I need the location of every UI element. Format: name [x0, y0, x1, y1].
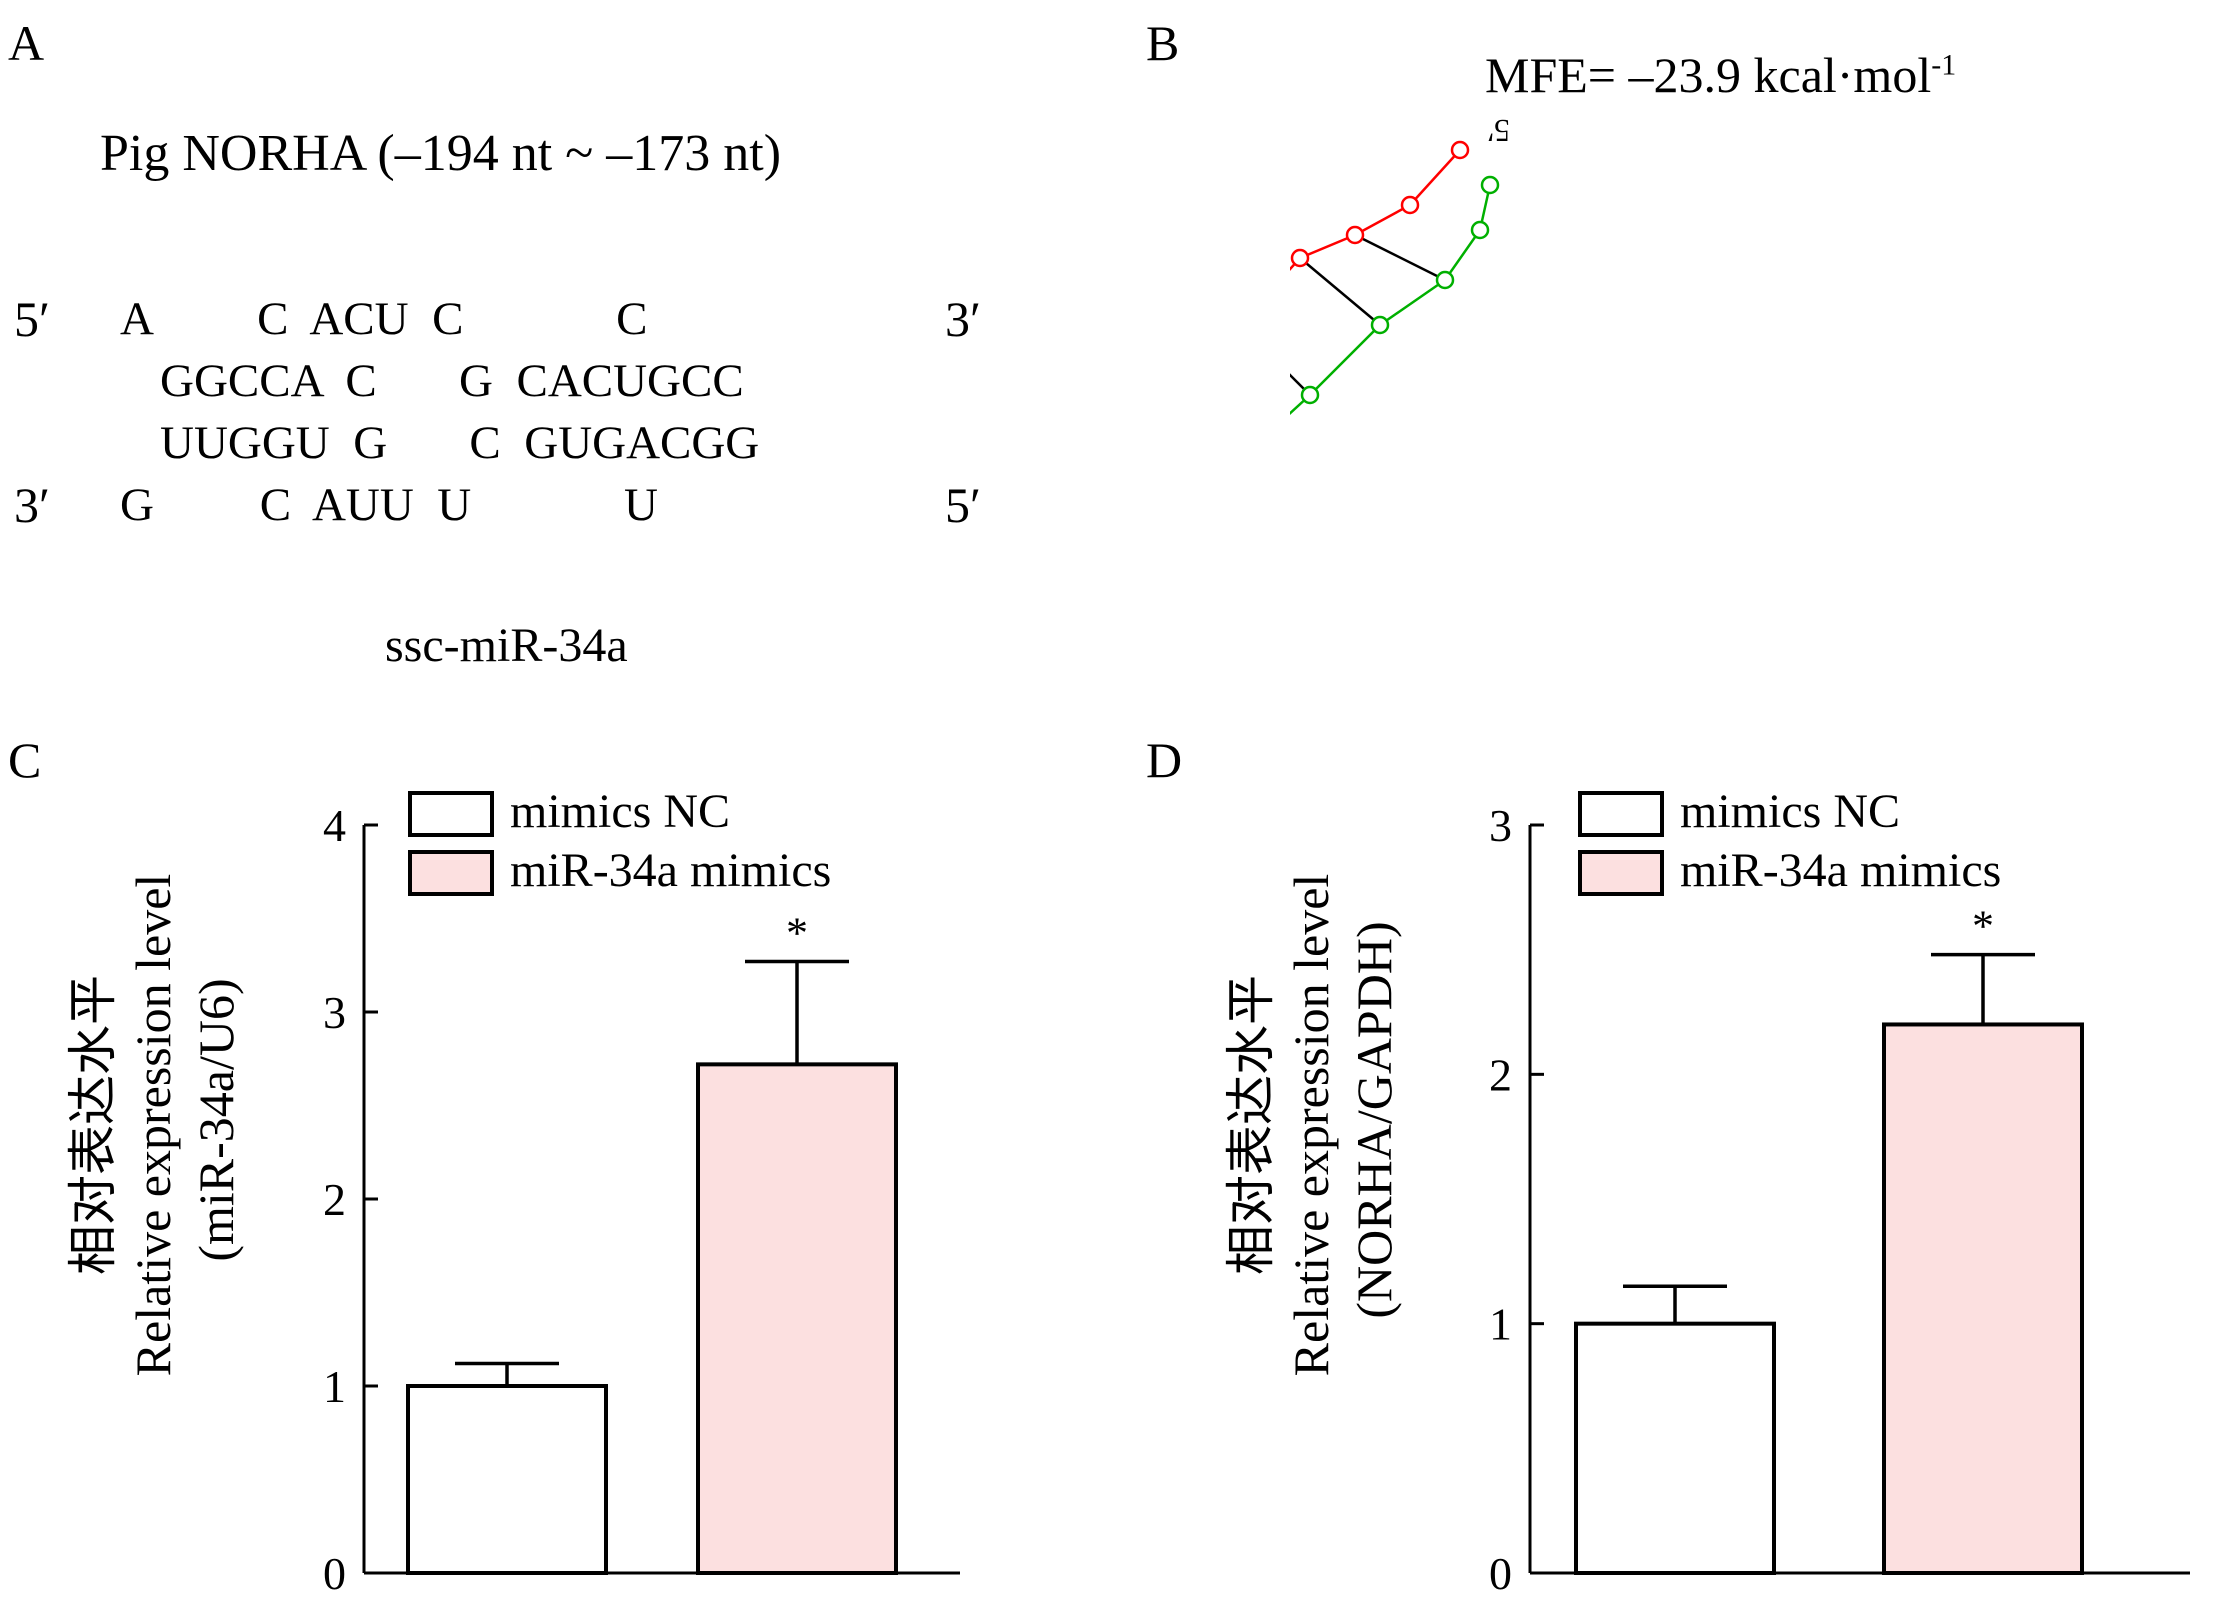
- mirna-nucleotide: [1435, 270, 1455, 290]
- significance-marker: *: [1972, 902, 1994, 951]
- target-nucleotide: [1345, 225, 1365, 245]
- five-prime-label: 5′: [1487, 113, 1510, 149]
- target-nucleotide: [1290, 248, 1310, 268]
- panel-a-letter: A: [8, 15, 45, 71]
- strand-label-top-left: 5′: [14, 291, 50, 347]
- chart-c: 0 1 2 3 4 * mimics NC miR-34a mimics: [323, 785, 960, 1599]
- legend-label: miR-34a mimics: [1680, 844, 2001, 897]
- mfe-text: MFE= –23.9 kcal·mol: [1485, 47, 1932, 103]
- rna-secondary-structure: 5′: [1290, 113, 1510, 416]
- chart-d: 0 1 2 3 * mimics NC miR-34a mimics: [1489, 785, 2190, 1599]
- mirna-strand: [1290, 184, 1492, 416]
- y-tick-label: 1: [323, 1361, 346, 1412]
- y-tick-label: 2: [1489, 1049, 1512, 1100]
- panel-b-letter: B: [1146, 15, 1180, 71]
- ylabel-en-d: Relative expression level: [1283, 873, 1339, 1377]
- sequence-unpaired-bottom: G C AUU U U: [120, 479, 658, 531]
- y-tick-label: 3: [1489, 800, 1512, 851]
- ylabel-unit-d: (NORHA/GAPDH): [1346, 921, 1402, 1319]
- bar: [1574, 1321, 1776, 1576]
- panel-a-title: Pig NORHA (–194 nt ~ –173 nt): [100, 125, 782, 182]
- y-tick-label: 4: [323, 800, 346, 851]
- legend-swatch: [1578, 791, 1664, 837]
- y-tick-label: 0: [1489, 1548, 1512, 1599]
- sequence-paired-top: GGCCA C G CACUGCC: [160, 355, 744, 407]
- mirna-nucleotide: [1370, 315, 1390, 335]
- mirna-name: ssc-miR-34a: [385, 619, 628, 672]
- strand-label-bottom-left: 3′: [14, 477, 50, 533]
- legend-swatch: [1578, 850, 1664, 896]
- mirna-nucleotide: [1480, 175, 1500, 195]
- y-tick-label: 2: [323, 1174, 346, 1225]
- base-pair-bond: [1354, 233, 1446, 282]
- ylabel-cn-c: 相对表达水平: [65, 975, 121, 1275]
- target-nucleotide: [1450, 140, 1470, 160]
- mirna-nucleotide: [1470, 220, 1490, 240]
- sequence-unpaired-top: A C ACU C C: [120, 293, 648, 345]
- significance-marker: *: [786, 909, 808, 958]
- strand-label-bottom-right: 5′: [945, 477, 981, 533]
- y-tick-label: 1: [1489, 1299, 1512, 1350]
- legend-swatch: [408, 850, 494, 896]
- panel-c-letter: C: [8, 732, 42, 788]
- sequence-paired-bottom: UUGGU G C GUGACGG: [160, 417, 760, 469]
- base-pair-bond: [1290, 373, 1311, 396]
- mirna-nucleotide: [1300, 385, 1320, 405]
- target-strand: [1290, 149, 1461, 272]
- mfe-label: MFE= –23.9 kcal·mol-1: [1485, 50, 1956, 100]
- panel-d-letter: D: [1146, 732, 1183, 788]
- ylabel-unit-c: (miR-34a/U6): [188, 978, 244, 1262]
- legend-label: miR-34a mimics: [510, 844, 831, 897]
- target-nucleotide: [1400, 195, 1420, 215]
- y-tick-label: 3: [323, 987, 346, 1038]
- strand-label-top-right: 3′: [945, 291, 981, 347]
- base-pair-bond: [1299, 257, 1381, 326]
- legend-swatch: [408, 791, 494, 837]
- bar: [1882, 1022, 2084, 1575]
- bar: [406, 1384, 608, 1575]
- mfe-superscript: -1: [1931, 48, 1957, 82]
- bar: [696, 1062, 898, 1575]
- legend-label: mimics NC: [1680, 785, 1900, 838]
- ylabel-cn-d: 相对表达水平: [1223, 975, 1279, 1275]
- legend-label: mimics NC: [510, 785, 730, 838]
- ylabel-en-c: Relative expression level: [125, 873, 181, 1377]
- y-tick-label: 0: [323, 1548, 346, 1599]
